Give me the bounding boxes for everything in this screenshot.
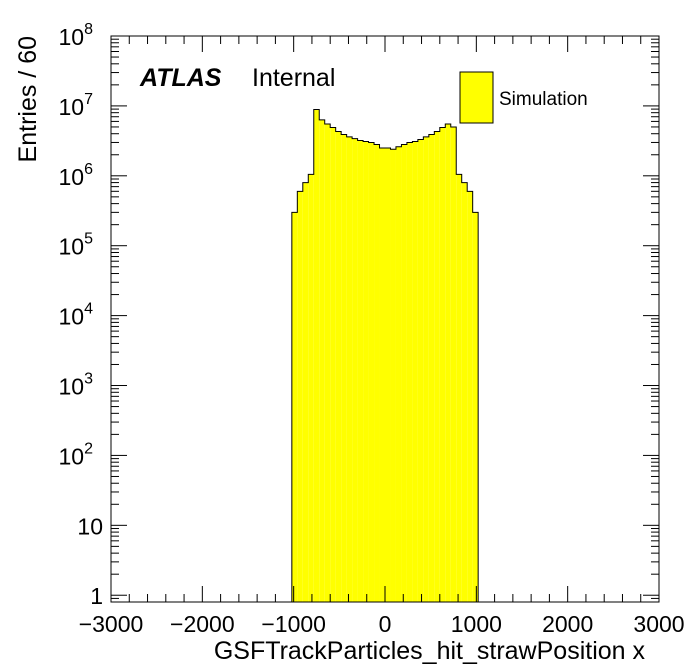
histogram-bin [297,191,303,602]
histogram-bin [385,147,391,602]
histogram-bin [412,141,418,602]
histogram-bin [450,126,457,603]
histogram-bin [319,119,325,603]
histogram-bin [390,149,396,602]
x-tick-label: −2000 [170,611,235,637]
histogram-bin [467,191,473,602]
x-tick-label: 3000 [633,611,684,637]
legend-label: Simulation [499,89,588,110]
histogram-bin [395,146,402,602]
histogram-bin [302,182,309,602]
histogram-bars [291,108,479,603]
axis-ticks [110,36,660,603]
histogram-bin [417,139,424,602]
x-tick-label: −1000 [261,611,326,637]
histogram-bin [423,136,429,603]
histogram-bin [461,182,468,602]
y-tick-label: 108 [59,21,94,50]
y-tick-exponent: 7 [84,91,93,108]
y-tick-label: 106 [59,161,94,190]
histogram-outline [291,108,479,602]
histogram-bin [374,144,380,602]
histogram-bin [335,131,342,602]
histogram-bin [352,138,358,602]
legend-swatch [459,71,494,124]
y-tick-label: 103 [59,371,94,400]
histogram-bin [434,131,440,602]
y-axis-title: Entries / 60 [14,36,42,162]
y-tick-label: 104 [59,301,94,330]
tick-labels: −3000 −2000 −1000 0 1000 2000 3000 1 10 102 103 104… [59,21,685,637]
histogram-bin [379,147,385,602]
histogram-bin [308,174,314,602]
y-tick-label: 107 [59,91,94,120]
histogram-bin [363,141,369,602]
x-tick-label: −3000 [79,611,144,637]
histogram-bin [456,174,462,602]
histogram-bin [291,212,298,603]
histogram-bin [346,136,353,603]
y-tick-exponent: 3 [84,371,93,388]
y-tick-exponent: 6 [84,161,93,178]
histogram-bin [401,144,407,602]
histogram-bin [439,127,446,602]
histogram-bin [445,124,451,603]
y-tick-label: 105 [59,231,94,260]
y-tick-exponent: 2 [84,440,93,457]
internal-label: Internal [252,64,335,92]
y-tick-label: 10 [77,513,103,539]
x-tick-label: 2000 [542,611,593,637]
histogram-bin [324,124,331,603]
atlas-label: ATLAS [139,64,222,92]
y-tick-exponent: 4 [84,301,93,318]
histogram-bin [472,212,479,603]
x-axis-title: GSFTrackParticles_hit_strawPosition x [214,637,646,665]
histogram-bin [341,134,347,602]
legend: Simulation [459,71,588,124]
x-tick-label: 1000 [451,611,502,637]
histogram-bin [406,142,413,603]
histogram-bin [313,109,320,602]
histogram-bin [428,134,435,602]
histogram-bin [368,142,375,603]
y-tick-label: 1 [90,583,103,609]
histogram-bin [330,127,336,602]
y-tick-exponent: 8 [84,21,93,38]
x-tick-label: 0 [379,611,392,637]
y-tick-label: 102 [59,440,94,469]
histogram-bin [357,140,364,602]
y-tick-exponent: 5 [84,231,93,248]
